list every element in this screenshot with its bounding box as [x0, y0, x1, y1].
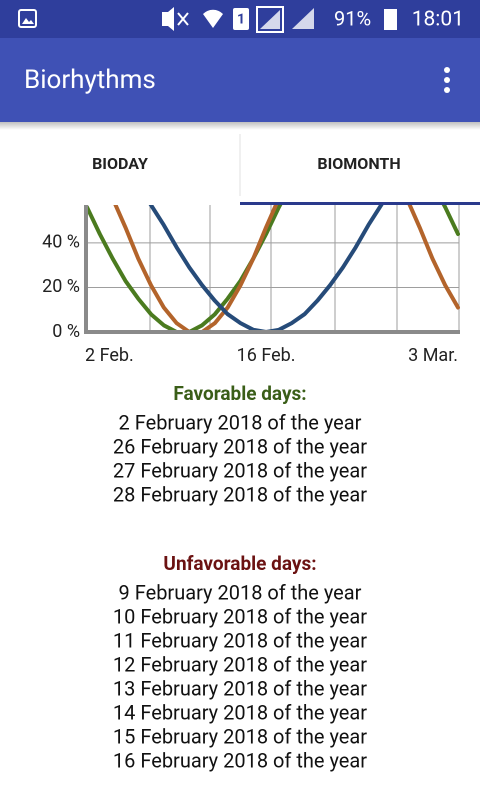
mute-icon	[162, 7, 174, 31]
battery-icon	[384, 9, 397, 30]
tab-biomonth[interactable]: BIOMONTH	[317, 154, 400, 173]
wifi-icon	[203, 9, 223, 28]
section-title: Favorable days:	[173, 382, 306, 405]
day-item: 9 February 2018 of the year	[119, 580, 362, 604]
day-item: 12 February 2018 of the year	[113, 652, 367, 676]
tab-bioday[interactable]: BIODAY	[92, 154, 148, 173]
series-line	[85, 205, 460, 332]
gallery-icon-glyph	[22, 18, 34, 24]
section-title: Unfavorable days:	[163, 552, 316, 575]
series-line	[113, 205, 460, 332]
signal-icon	[260, 10, 280, 29]
day-lists: Favorable days: 2 February 2018 of the ye…	[113, 382, 367, 772]
menu-dot[interactable]	[444, 87, 450, 93]
sim-icon	[233, 8, 249, 30]
mute-x	[177, 12, 189, 26]
battery-percent: 91%	[334, 6, 371, 30]
day-item: 27 February 2018 of the year	[113, 458, 367, 482]
x-tick-label: 2 Feb.	[85, 345, 134, 366]
tab-indicator	[240, 202, 480, 205]
x-tick-label: 16 Feb.	[237, 345, 296, 366]
day-item: 16 February 2018 of the year	[113, 748, 367, 772]
overflow-menu[interactable]	[444, 67, 450, 93]
menu-dot[interactable]	[444, 67, 450, 73]
app-bar-shadow	[0, 122, 480, 130]
app-bar	[0, 38, 480, 122]
day-item: 13 February 2018 of the year	[113, 676, 367, 700]
day-item: 2 February 2018 of the year	[119, 410, 362, 434]
day-item: 26 February 2018 of the year	[113, 434, 367, 458]
day-item: 10 February 2018 of the year	[113, 604, 367, 628]
day-item: 14 February 2018 of the year	[113, 700, 367, 724]
y-tick-label: 20 %	[42, 276, 80, 297]
signal-icon-2	[292, 8, 314, 29]
day-item: 28 February 2018 of the year	[113, 482, 367, 506]
gallery-icon	[18, 9, 37, 28]
signal-frame	[256, 6, 284, 33]
sim-number: 1	[237, 12, 245, 28]
x-tick-label: 3 Mar.	[408, 345, 458, 366]
y-tick-label: 0 %	[52, 321, 80, 342]
day-item: 11 February 2018 of the year	[113, 628, 367, 652]
y-tick-label: 40 %	[42, 232, 80, 253]
menu-dot[interactable]	[444, 77, 450, 83]
clock: 18:01	[412, 8, 464, 32]
day-item: 15 February 2018 of the year	[113, 724, 367, 748]
app-title: Biorhythms	[24, 65, 156, 95]
